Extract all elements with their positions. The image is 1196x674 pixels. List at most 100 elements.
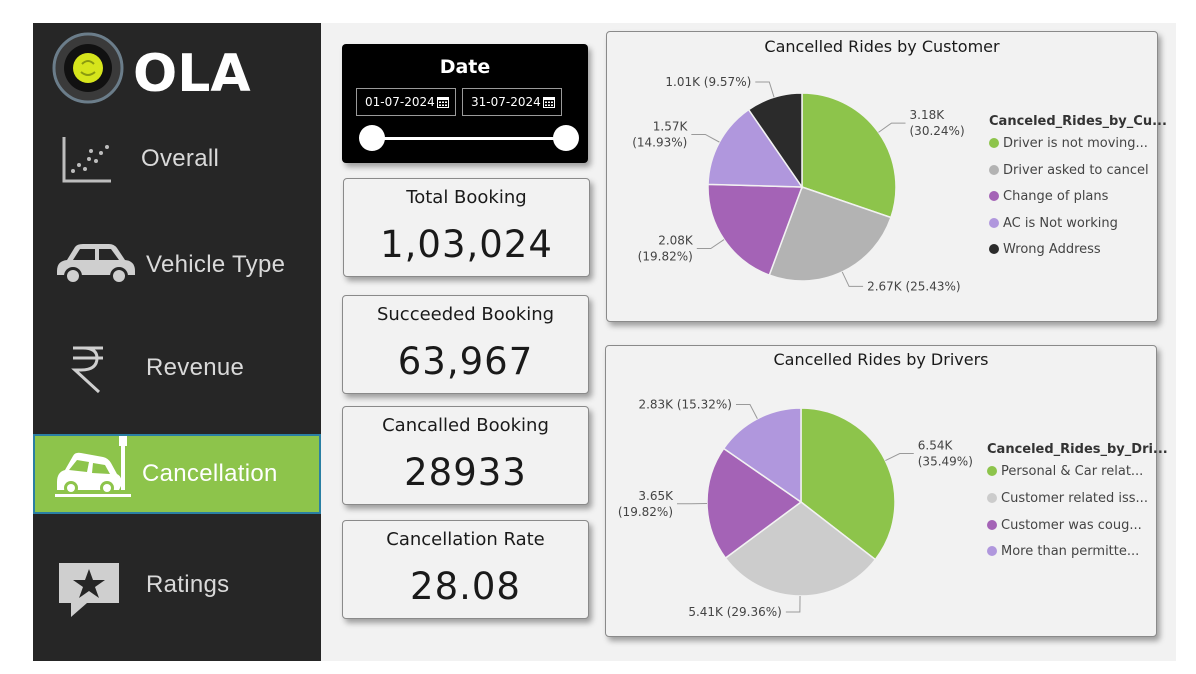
date-range-start-handle[interactable] bbox=[359, 125, 385, 151]
sidebar: OLA Overall Vehicle Type Revenue bbox=[33, 23, 321, 661]
customer-cancellation-chart: Cancelled Rides by Customer 3.18K (30.24%… bbox=[606, 31, 1167, 322]
chart-title: Cancelled Rides by Customer bbox=[764, 37, 1000, 56]
date-slicer-title: Date bbox=[439, 56, 491, 78]
legend-item[interactable]: Customer related iss... bbox=[987, 491, 1148, 506]
pie-slice[interactable] bbox=[707, 183, 804, 277]
legend-dot bbox=[989, 244, 999, 254]
legend-label: Customer related iss... bbox=[1001, 491, 1148, 506]
legend-dot bbox=[987, 466, 997, 476]
kpi-value: 28933 bbox=[404, 451, 527, 494]
kpi-title: Total Booking bbox=[406, 187, 527, 208]
sidebar-item-ratings[interactable]: Ratings bbox=[33, 545, 321, 625]
start-date-input[interactable]: 01-07-2024 bbox=[356, 88, 456, 116]
leader-line bbox=[841, 271, 864, 287]
data-label: 6.54K (35.49%) bbox=[918, 439, 973, 469]
data-label: 5.41K (29.36%) bbox=[688, 605, 782, 619]
kpi-value: 63,967 bbox=[397, 340, 534, 383]
sidebar-item-revenue[interactable]: Revenue bbox=[33, 328, 321, 408]
pie-slice[interactable] bbox=[801, 92, 897, 219]
sidebar-item-label: Overall bbox=[141, 145, 220, 172]
sidebar-item-label: Vehicle Type bbox=[146, 251, 286, 278]
leader-line bbox=[696, 239, 725, 250]
legend-label: Personal & Car relat... bbox=[1001, 464, 1144, 479]
leader-line bbox=[691, 133, 720, 143]
date-slicer: Date 01-07-2024 31-07-2024 bbox=[342, 44, 588, 163]
legend-dot bbox=[987, 520, 997, 530]
end-date-input[interactable]: 31-07-2024 bbox=[462, 88, 562, 116]
car-icon bbox=[57, 244, 135, 285]
kpi-card-total-booking: Total Booking 1,03,024 bbox=[343, 178, 590, 277]
sidebar-item-label: Ratings bbox=[146, 571, 230, 598]
data-label: 2.83K (15.32%) bbox=[638, 398, 732, 412]
kpi-title: Cancellation Rate bbox=[386, 529, 545, 550]
sidebar-item-label: Revenue bbox=[146, 354, 245, 381]
data-label: 3.65K (19.82%) bbox=[618, 489, 674, 519]
legend-item[interactable]: Customer was coug... bbox=[987, 518, 1142, 533]
legend-dot bbox=[989, 138, 999, 148]
legend-dot bbox=[987, 493, 997, 503]
date-range-slider-track[interactable] bbox=[372, 137, 568, 140]
kpi-value: 1,03,024 bbox=[380, 223, 553, 266]
sidebar-item-cancellation[interactable]: Cancellation bbox=[33, 434, 321, 514]
rupee-icon bbox=[71, 346, 103, 394]
legend-dot bbox=[989, 165, 999, 175]
end-date-value: 31-07-2024 bbox=[471, 95, 541, 109]
legend-item[interactable]: Driver is not moving... bbox=[989, 136, 1148, 151]
legend-title: Canceled_Rides_by_Cu... bbox=[989, 114, 1167, 129]
sidebar-item-vehicle-type[interactable]: Vehicle Type bbox=[33, 225, 321, 305]
legend-label: More than permitte... bbox=[1001, 544, 1140, 559]
legend-item[interactable]: Change of plans bbox=[989, 189, 1108, 204]
start-date-value: 01-07-2024 bbox=[365, 95, 435, 109]
legend-dot bbox=[989, 191, 999, 201]
driver-cancellation-chart: Cancelled Rides by Drivers 6.54K (35.49%)… bbox=[605, 345, 1168, 637]
data-label: 2.67K (25.43%) bbox=[867, 279, 961, 293]
legend-label: Customer was coug... bbox=[1001, 518, 1142, 533]
leader-line bbox=[735, 404, 758, 419]
legend-label: AC is Not working bbox=[1003, 216, 1118, 231]
calendar-icon[interactable] bbox=[437, 96, 449, 108]
leader-line bbox=[785, 595, 801, 613]
legend-label: Driver is not moving... bbox=[1003, 136, 1148, 151]
data-label: 1.01K (9.57%) bbox=[665, 75, 751, 89]
star-comment-icon bbox=[59, 563, 119, 617]
legend-label: Driver asked to cancel bbox=[1003, 163, 1149, 178]
scatter-chart-icon bbox=[62, 137, 111, 183]
driver-cancellation-pie[interactable]: 6.54K (35.49%) 5.41K (29.36%) 3.65K (19.82%)… bbox=[606, 374, 986, 636]
kpi-card-succeeded-booking: Succeeded Booking 63,967 bbox=[342, 295, 589, 394]
pie-slice[interactable] bbox=[747, 92, 803, 190]
leader-line bbox=[878, 122, 906, 133]
customer-cancellation-pie[interactable]: 3.18K (30.24%) 2.67K (25.43%) 2.08K (19.82%)… bbox=[607, 60, 987, 320]
legend-dot bbox=[987, 546, 997, 556]
leader-line bbox=[755, 81, 775, 98]
data-label: 1.57K (14.93%) bbox=[632, 119, 688, 149]
date-range-end-handle[interactable] bbox=[553, 125, 579, 151]
legend-label: Change of plans bbox=[1003, 189, 1109, 204]
legend-item[interactable]: Wrong Address bbox=[989, 242, 1101, 257]
legend-item[interactable]: More than permitte... bbox=[987, 544, 1139, 559]
svg-text:OLA: OLA bbox=[133, 44, 251, 104]
data-label: 2.08K (19.82%) bbox=[638, 234, 694, 264]
chart-title: Cancelled Rides by Drivers bbox=[773, 350, 989, 369]
legend-item[interactable]: AC is Not working bbox=[989, 216, 1118, 231]
kpi-card-cancellation-rate: Cancellation Rate 28.08 bbox=[342, 520, 589, 619]
pie-slice[interactable] bbox=[707, 108, 804, 188]
legend-item[interactable]: Personal & Car relat... bbox=[987, 464, 1143, 479]
kpi-card-cancelled-booking: Cancalled Booking 28933 bbox=[342, 406, 589, 505]
kpi-value: 28.08 bbox=[410, 565, 521, 608]
sidebar-item-overall[interactable]: Overall bbox=[33, 123, 321, 203]
legend-item[interactable]: Driver asked to cancel bbox=[989, 163, 1149, 178]
kpi-title: Cancalled Booking bbox=[382, 415, 549, 436]
legend-label: Wrong Address bbox=[1003, 242, 1101, 257]
data-label: 3.18K (30.24%) bbox=[910, 108, 965, 138]
pie-slice[interactable] bbox=[706, 447, 803, 560]
kpi-title: Succeeded Booking bbox=[376, 304, 555, 325]
legend-dot bbox=[989, 218, 999, 228]
crashed-car-icon bbox=[55, 436, 131, 497]
ola-logo: OLA bbox=[51, 31, 261, 107]
calendar-icon[interactable] bbox=[543, 96, 555, 108]
pie-slice[interactable] bbox=[768, 186, 892, 282]
leader-line bbox=[885, 453, 914, 462]
legend-title: Canceled_Rides_by_Dri... bbox=[987, 442, 1168, 457]
pie-slice[interactable] bbox=[722, 407, 802, 504]
sidebar-item-label: Cancellation bbox=[142, 460, 278, 487]
